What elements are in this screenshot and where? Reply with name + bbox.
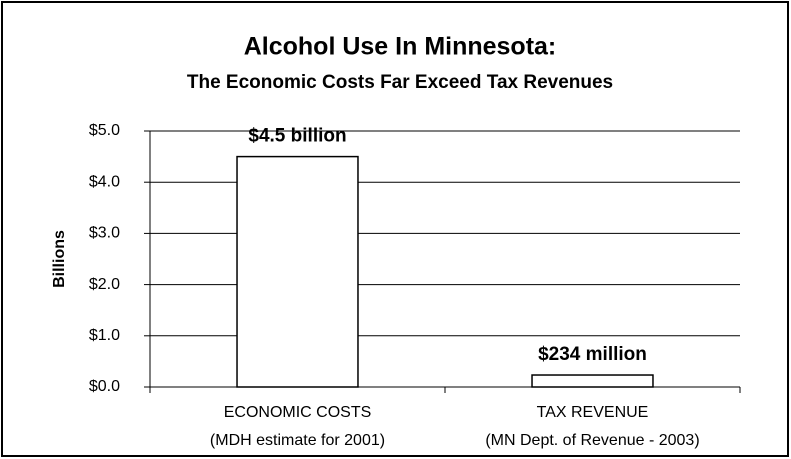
- value-label: $4.5 billion: [248, 126, 346, 147]
- y-tick-label: $0.0: [89, 378, 120, 395]
- y-tick-label: $2.0: [89, 276, 120, 293]
- x-tick-note: (MN Dept. of Revenue - 2003): [485, 432, 699, 449]
- value-label: $234 million: [538, 344, 647, 365]
- x-tick-label: ECONOMIC COSTS: [224, 404, 372, 421]
- y-tick-label: $4.0: [89, 173, 120, 190]
- chart-subtitle: The Economic Costs Far Exceed Tax Revenu…: [187, 72, 613, 93]
- y-axis-label: Billions: [51, 230, 68, 288]
- chart-title: Alcohol Use In Minnesota:: [244, 33, 557, 61]
- y-tick-label: $3.0: [89, 225, 120, 242]
- bar: [531, 374, 654, 388]
- y-tick-label: $5.0: [89, 122, 120, 139]
- x-tick-note: (MDH estimate for 2001): [210, 432, 385, 449]
- bar: [236, 155, 359, 388]
- y-tick-label: $1.0: [89, 327, 120, 344]
- x-tick-label: TAX REVENUE: [537, 404, 649, 421]
